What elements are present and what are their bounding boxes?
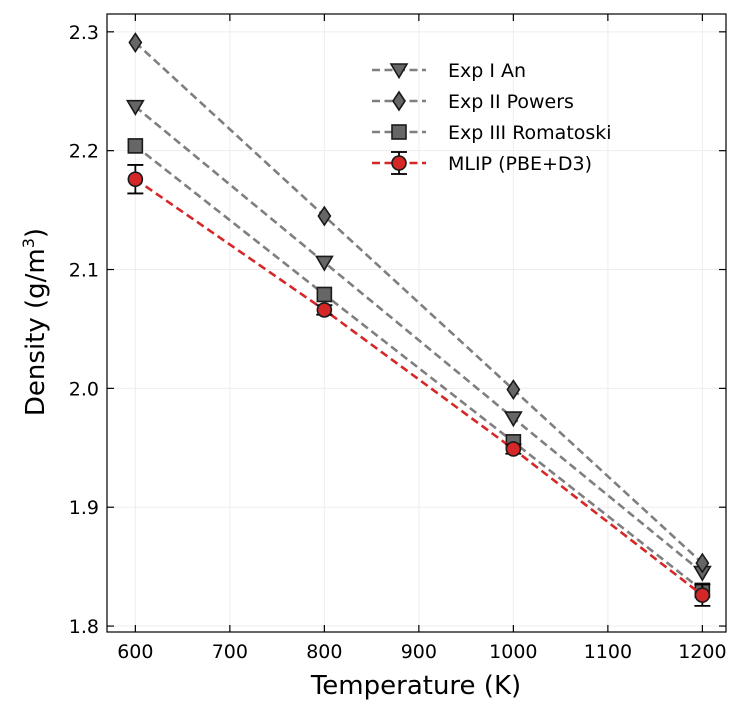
legend-marker-1 bbox=[392, 90, 406, 112]
data-point-3-2 bbox=[505, 441, 522, 457]
x-axis-title: Temperature (K) bbox=[310, 671, 521, 701]
x-tick-label-600: 600 bbox=[117, 641, 153, 663]
data-point-1-1 bbox=[317, 205, 332, 227]
legend-label-0: Exp I An bbox=[448, 60, 526, 82]
series-0 bbox=[125, 99, 712, 582]
data-point-2-1 bbox=[316, 286, 333, 303]
legend-marker-2 bbox=[391, 124, 407, 140]
data-point-1-2 bbox=[506, 379, 521, 400]
data-point-0-2 bbox=[503, 411, 523, 428]
legend-label-2: Exp III Romatoski bbox=[448, 122, 612, 144]
data-point-3-1 bbox=[316, 302, 333, 318]
legend-marker-0 bbox=[389, 63, 409, 80]
legend: Exp I An Exp II Powers Exp III Romatoski ML… bbox=[372, 60, 612, 175]
y-tick-label-2.1: 2.1 bbox=[69, 260, 99, 282]
y-axis-title: Density (g/m3) bbox=[19, 228, 51, 416]
x-tick-label-800: 800 bbox=[306, 641, 342, 663]
grid bbox=[107, 14, 726, 632]
x-tick-label-1000: 1000 bbox=[489, 641, 537, 663]
axes: 600 700 800 900 1000 1100 1200 1.8 1.9 2.0 2.1 2.2 2… bbox=[69, 13, 727, 663]
series-line-2 bbox=[134, 144, 704, 592]
y-tick-label-2.0: 2.0 bbox=[69, 378, 99, 400]
y-axis-title-close: ) bbox=[21, 228, 51, 238]
data-point-0-0 bbox=[125, 99, 145, 116]
legend-label-1: Exp II Powers bbox=[448, 91, 574, 113]
series-line-1 bbox=[134, 41, 704, 565]
y-tick-label-2.2: 2.2 bbox=[69, 141, 99, 163]
y-tick-label-2.3: 2.3 bbox=[69, 22, 99, 44]
x-tick-label-1100: 1100 bbox=[584, 641, 632, 663]
series-1 bbox=[128, 32, 710, 574]
legend-entry-0: Exp I An bbox=[372, 60, 526, 82]
series-layer bbox=[125, 32, 712, 607]
data-point-3-0 bbox=[127, 171, 144, 187]
x-tick-label-900: 900 bbox=[401, 641, 437, 663]
series-line-0 bbox=[134, 105, 704, 574]
series-3 bbox=[127, 164, 711, 607]
legend-entry-1: Exp II Powers bbox=[372, 90, 574, 113]
x-tick-label-1200: 1200 bbox=[678, 641, 726, 663]
y-tick-label-1.8: 1.8 bbox=[69, 616, 99, 638]
y-axis-title-superscript: 3 bbox=[19, 238, 38, 248]
series-line-3 bbox=[134, 178, 704, 597]
data-point-1-0 bbox=[128, 32, 143, 53]
data-point-0-1 bbox=[314, 255, 334, 272]
data-point-3-3 bbox=[694, 587, 711, 603]
plot-frame bbox=[106, 13, 727, 633]
data-point-2-0 bbox=[127, 138, 144, 154]
legend-marker-3 bbox=[391, 155, 407, 171]
x-tick-label-700: 700 bbox=[212, 641, 248, 663]
legend-entry-3: MLIP (PBE+D3) bbox=[372, 151, 592, 175]
legend-label-3: MLIP (PBE+D3) bbox=[448, 153, 592, 175]
data-point-1-3 bbox=[695, 552, 710, 574]
y-tick-label-1.9: 1.9 bbox=[69, 497, 99, 519]
y-axis-title-main: Density (g/m bbox=[21, 248, 51, 416]
legend-entry-2: Exp III Romatoski bbox=[372, 122, 612, 144]
